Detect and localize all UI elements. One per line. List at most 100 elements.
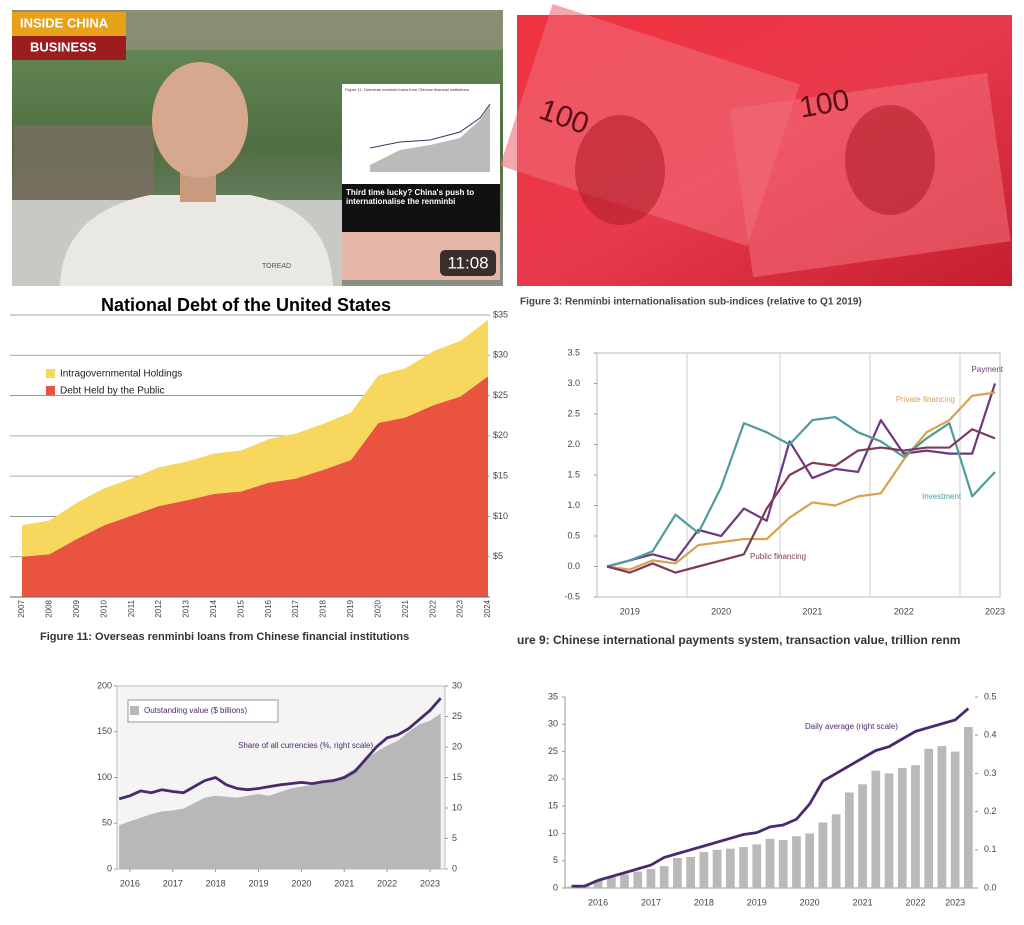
bar (805, 833, 815, 888)
y2-tick-label: 0.4 (984, 730, 997, 740)
y-tick-label: 100 (97, 772, 112, 782)
series-label: Payment (971, 365, 1003, 374)
bar (712, 849, 722, 888)
y-tick-label: 1.0 (567, 500, 580, 510)
y-tick-label: 0 (107, 863, 112, 873)
x-tick-label: 2021 (334, 878, 354, 888)
y2-tick-label: 15 (452, 772, 462, 782)
line (118, 697, 442, 801)
x-tick-label: 2021 (853, 897, 873, 907)
y-tick-label: $5 (493, 551, 503, 561)
x-tick-label: 2008 (45, 599, 54, 617)
bar (686, 856, 696, 888)
y-tick-label: 2.5 (567, 408, 580, 418)
note (500, 3, 800, 247)
x-tick-label: 2017 (641, 897, 661, 907)
x-tick-label: 2023 (456, 599, 465, 617)
thumbnail-title: Third time lucky? China's push to intern… (346, 188, 475, 206)
x-tick-label: 2024 (483, 599, 492, 617)
x-tick-label: 2016 (120, 878, 140, 888)
y-tick-label: 50 (102, 818, 112, 828)
x-tick-label: 2019 (248, 878, 268, 888)
x-tick-label: 2022 (894, 606, 914, 616)
y-tick-label: $30 (493, 350, 508, 360)
bar (752, 844, 762, 888)
bar (844, 792, 854, 888)
bar (739, 847, 748, 888)
legend-swatch (46, 369, 55, 378)
y-tick-label: 150 (97, 726, 112, 736)
x-tick-label: 2016 (264, 599, 273, 617)
stacked-area (22, 319, 488, 557)
x-tick-label: 2023 (985, 606, 1005, 616)
series-label: Daily average (right scale) (805, 722, 898, 731)
x-tick-label: 2010 (99, 599, 108, 617)
badge-bottom (12, 36, 126, 60)
y2-tick-label: 0.5 (984, 691, 997, 701)
badge-top (12, 12, 126, 36)
bar (911, 765, 920, 888)
y-tick-label: $25 (493, 390, 508, 400)
x-tick-label: 2020 (373, 599, 382, 617)
x-tick-label: 2023 (420, 878, 440, 888)
x-tick-label: 2013 (182, 599, 191, 617)
y-tick-label: -0.5 (564, 591, 580, 601)
duration: 11:08 (447, 253, 488, 272)
y2-tick-label: 0.3 (984, 768, 997, 778)
series-label: Private financing (896, 395, 955, 404)
line (571, 707, 970, 888)
y-tick-label: 3.5 (567, 347, 580, 357)
x-tick-label: 2022 (905, 897, 925, 907)
x-tick-label: 2017 (291, 599, 300, 617)
video-panel[interactable]: TOREAD INSIDE CHINA BUSINESS Figure 11: … (12, 10, 503, 286)
portrait (845, 105, 935, 215)
badge-top-text: INSIDE CHINA (20, 15, 109, 30)
y2-tick-label: 30 (452, 680, 462, 690)
shirt-brand: TOREAD (262, 263, 291, 270)
duration-badge (440, 250, 496, 276)
portrait (575, 115, 665, 225)
chart-title: ure 9: Chinese international payments sy… (517, 633, 960, 647)
y-tick-label: 0 (553, 882, 558, 892)
x-tick-label: 2020 (711, 606, 731, 616)
bar (606, 877, 616, 888)
x-tick-label: 2015 (236, 599, 245, 617)
bar (884, 773, 894, 888)
y2-tick-label: 0.2 (984, 806, 997, 816)
y2-tick-label: 0.0 (984, 882, 997, 892)
x-tick-label: 2014 (209, 599, 218, 617)
y2-tick-label: 25 (452, 711, 462, 721)
thumbnail-area (370, 105, 490, 172)
bar (673, 857, 682, 888)
jacket (60, 195, 333, 286)
x-tick-label: 2018 (206, 878, 226, 888)
bar (818, 822, 828, 888)
chart-title: Figure 3: Renminbi internationalisation … (520, 297, 862, 308)
bar (620, 874, 629, 888)
x-tick-label: 2020 (291, 878, 311, 888)
bar (964, 727, 973, 888)
y2-tick-label: 0 (452, 863, 457, 873)
y-tick-label: 10 (548, 828, 558, 838)
legend-label: Intragovernmental Holdings (60, 369, 182, 380)
fence (14, 125, 154, 200)
y2-tick-label: 10 (452, 802, 462, 812)
bar (858, 784, 867, 888)
y-tick-label: 200 (97, 680, 112, 690)
y-tick-label: 1.5 (567, 469, 580, 479)
y-tick-label: 0.0 (567, 561, 580, 571)
bar (937, 746, 947, 888)
bar (646, 868, 656, 888)
x-tick-label: 2009 (72, 599, 81, 617)
x-tick-label: 2019 (620, 606, 640, 616)
legend-label: Outstanding value ($ billions) (144, 706, 248, 715)
y2-tick-label: 0.1 (984, 844, 997, 854)
x-tick-label: 2021 (401, 599, 410, 617)
legend-box (127, 699, 279, 723)
y2-tick-label: 5 (452, 833, 457, 843)
bar (778, 839, 788, 888)
y-tick-label: 0.5 (567, 530, 580, 540)
y-tick-label: $20 (493, 430, 508, 440)
x-tick-label: 2012 (154, 599, 163, 617)
bar (593, 879, 603, 888)
